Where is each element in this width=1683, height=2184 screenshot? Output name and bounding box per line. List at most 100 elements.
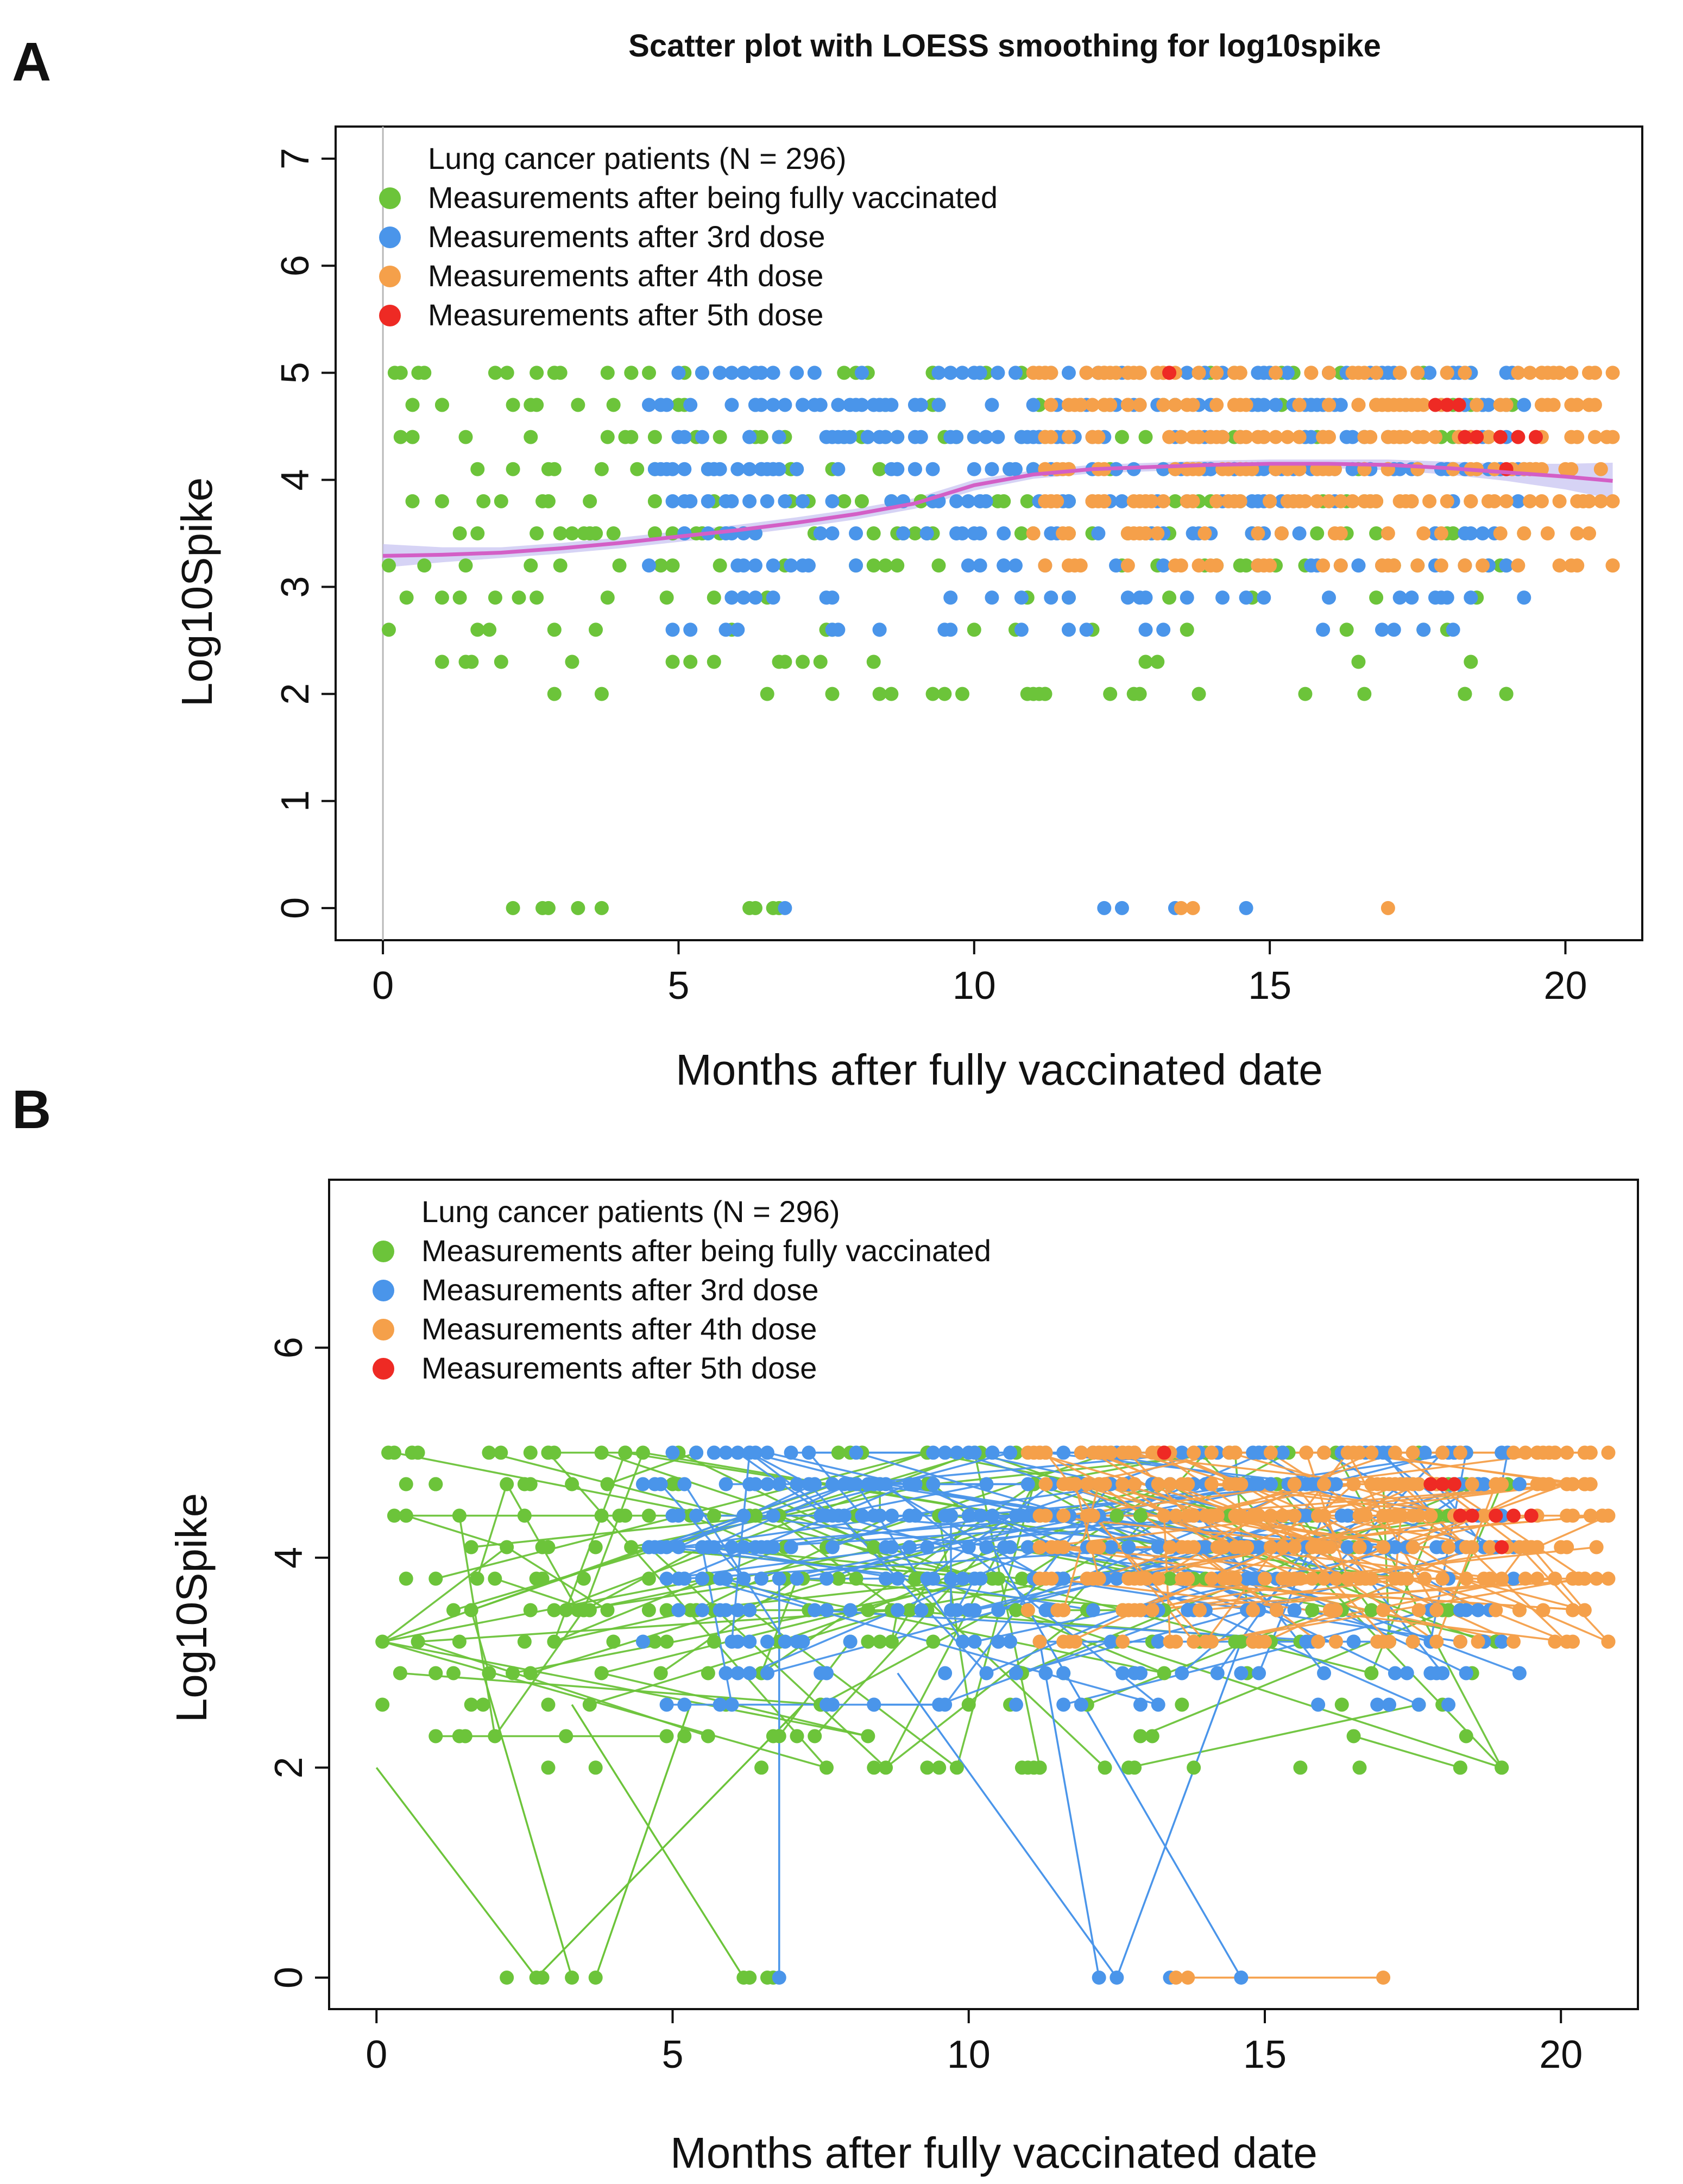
data-point-green	[458, 1729, 472, 1744]
data-point-orange	[1044, 1540, 1059, 1554]
data-point-orange	[1187, 1634, 1201, 1649]
legend-marker-green	[379, 187, 401, 209]
data-point-green	[872, 462, 887, 476]
data-point-orange	[1410, 462, 1425, 476]
data-point-orange	[1239, 398, 1253, 412]
data-point-green	[600, 430, 615, 444]
data-point-orange	[1357, 366, 1372, 380]
data-point-orange	[1410, 398, 1425, 412]
data-point-blue	[1351, 558, 1366, 573]
data-point-blue	[1175, 1445, 1189, 1460]
data-point-green	[547, 622, 562, 637]
data-point-orange	[1156, 494, 1171, 508]
data-point-orange	[1476, 558, 1490, 573]
data-point-green	[641, 1508, 656, 1523]
data-point-blue	[890, 1603, 905, 1617]
data-point-blue	[1464, 590, 1478, 605]
data-point-blue	[1304, 430, 1319, 444]
data-point-orange	[1546, 398, 1561, 412]
data-point-orange	[1405, 1540, 1420, 1554]
data-point-red	[1495, 1540, 1509, 1554]
data-point-blue	[1317, 1666, 1332, 1681]
data-point-blue	[701, 494, 715, 508]
data-point-orange	[1517, 526, 1531, 540]
data-point-green	[594, 1666, 609, 1681]
data-point-orange	[1133, 1571, 1148, 1586]
data-point-orange	[1410, 430, 1425, 444]
data-point-blue	[1008, 1666, 1023, 1681]
data-point-blue	[967, 1634, 982, 1649]
data-point-orange	[1317, 1571, 1332, 1586]
data-point-green	[1133, 1508, 1148, 1523]
data-point-green	[506, 901, 520, 915]
data-point-orange	[1382, 1634, 1396, 1649]
data-point-blue	[784, 1540, 798, 1554]
data-point-orange	[1564, 398, 1579, 412]
data-point-blue	[896, 526, 911, 540]
data-point-green	[713, 430, 727, 444]
legend-entry: Measurements after 3rd dose	[421, 1273, 818, 1307]
data-point-orange	[1392, 494, 1407, 508]
data-point-green	[547, 687, 562, 701]
data-point-blue	[742, 462, 757, 476]
data-point-orange	[1465, 1540, 1479, 1554]
data-point-blue	[695, 1571, 710, 1586]
data-point-green	[452, 1508, 467, 1523]
patient-trajectory-line	[494, 1609, 585, 1737]
data-point-green	[488, 1571, 502, 1586]
data-point-blue	[985, 462, 999, 476]
data-point-orange	[1587, 366, 1602, 380]
data-point-blue	[1275, 1445, 1290, 1460]
data-point-orange	[1216, 1540, 1231, 1554]
data-point-orange	[1157, 1508, 1171, 1523]
data-point-green	[523, 1477, 538, 1491]
data-point-blue	[1056, 1697, 1071, 1712]
data-point-orange	[1601, 1634, 1616, 1649]
data-point-green	[582, 1603, 597, 1617]
data-point-orange	[1345, 494, 1360, 508]
data-point-orange	[1115, 1634, 1130, 1649]
patient-trajectory-line	[879, 1483, 1047, 1580]
data-point-orange	[1145, 1603, 1159, 1617]
data-point-orange	[1287, 1571, 1302, 1586]
data-point-green	[991, 494, 1005, 508]
legend-entry: Measurements after 4th dose	[421, 1312, 817, 1346]
data-point-orange	[1181, 1477, 1195, 1491]
data-point-blue	[1104, 1634, 1118, 1649]
data-point-blue	[784, 558, 798, 573]
data-point-orange	[1582, 526, 1597, 540]
data-point-blue	[778, 398, 792, 412]
data-point-blue	[1239, 590, 1253, 605]
data-point-orange	[1434, 558, 1448, 573]
data-point-orange	[1138, 494, 1153, 508]
x-tick-label: 0	[365, 2033, 387, 2076]
data-point-orange	[1222, 1477, 1237, 1491]
data-point-orange	[1386, 558, 1401, 573]
data-point-green	[506, 462, 520, 476]
x-tick-label: 20	[1543, 964, 1587, 1008]
data-point-blue	[1252, 1445, 1266, 1460]
data-point-orange	[1429, 1603, 1444, 1617]
patient-trajectory-line	[382, 1577, 709, 1643]
data-point-blue	[808, 1603, 822, 1617]
data-point-green	[523, 1445, 538, 1460]
data-point-green	[866, 526, 881, 540]
data-point-orange	[1292, 494, 1307, 508]
data-point-blue	[695, 1603, 710, 1617]
patient-trajectory-line	[973, 1452, 1041, 1768]
data-point-green	[494, 654, 508, 669]
data-point-red	[1506, 1508, 1521, 1523]
data-point-green	[1369, 590, 1384, 605]
data-point-blue	[926, 1477, 941, 1491]
data-point-blue	[807, 366, 822, 380]
data-point-green	[530, 590, 544, 605]
data-point-blue	[1459, 1603, 1473, 1617]
data-point-orange	[1280, 494, 1295, 508]
data-point-green	[754, 430, 768, 444]
data-point-orange	[1458, 558, 1472, 573]
data-point-green	[707, 654, 721, 669]
data-point-green	[796, 654, 810, 669]
data-point-orange	[1187, 1508, 1201, 1523]
data-point-orange	[1127, 1477, 1142, 1491]
data-point-green	[1364, 1603, 1379, 1617]
